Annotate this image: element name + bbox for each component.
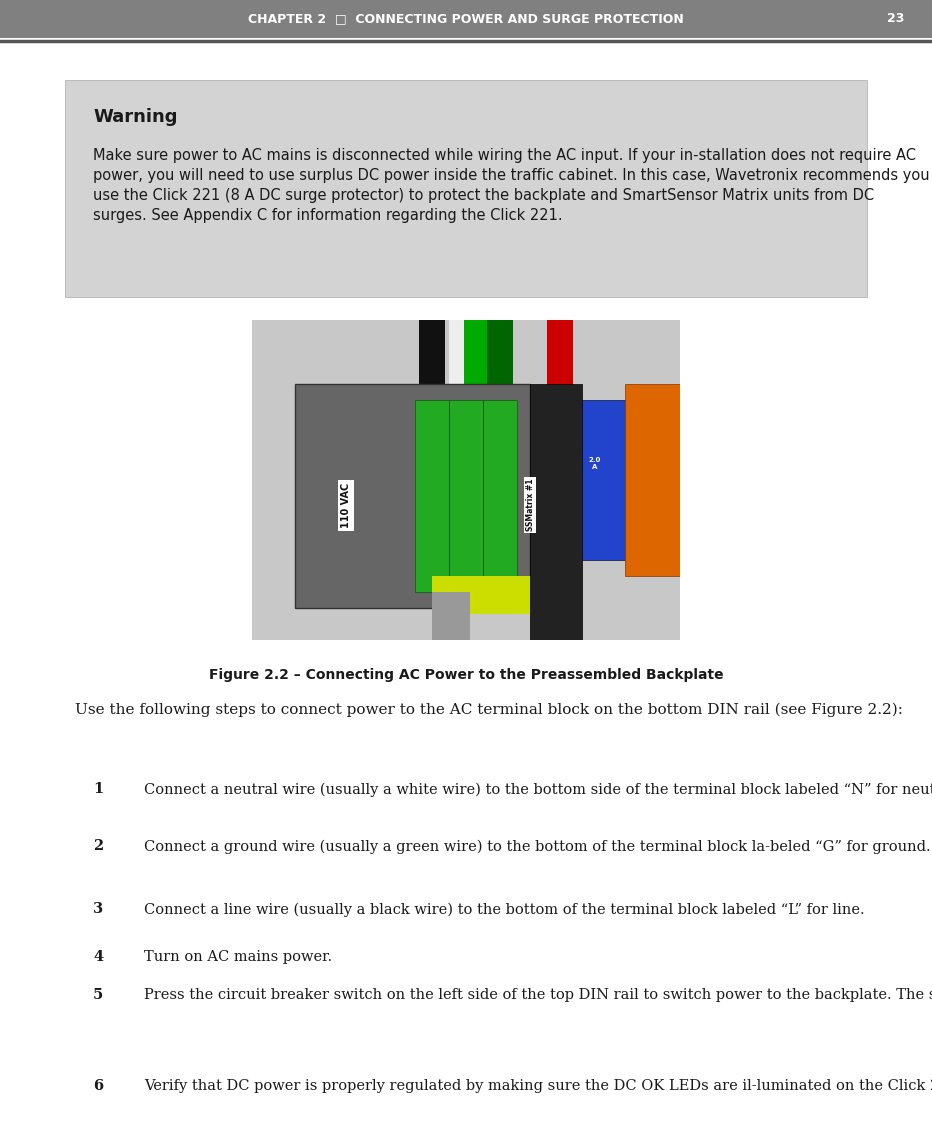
Text: Warning: Warning bbox=[93, 108, 178, 127]
Bar bbox=[415, 400, 449, 592]
Text: 6: 6 bbox=[93, 1079, 103, 1093]
Text: 4: 4 bbox=[93, 950, 103, 964]
Text: 2: 2 bbox=[93, 839, 103, 853]
Text: Figure 2.2 – Connecting AC Power to the Preassembled Backplate: Figure 2.2 – Connecting AC Power to the … bbox=[209, 668, 723, 682]
Text: Connect a neutral wire (usually a white wire) to the bottom side of the terminal: Connect a neutral wire (usually a white … bbox=[144, 782, 932, 797]
Bar bbox=[449, 320, 474, 416]
FancyBboxPatch shape bbox=[65, 80, 867, 297]
Bar bbox=[432, 592, 471, 640]
Text: 5: 5 bbox=[93, 988, 103, 1002]
Bar bbox=[624, 384, 680, 576]
Text: 3: 3 bbox=[93, 902, 103, 916]
Bar bbox=[565, 400, 624, 560]
Text: Connect a ground wire (usually a green wire) to the bottom of the terminal block: Connect a ground wire (usually a green w… bbox=[144, 839, 932, 854]
Text: Make sure power to AC mains is disconnected while wiring the AC input. If your i: Make sure power to AC mains is disconnec… bbox=[93, 148, 930, 223]
Bar bbox=[432, 576, 535, 614]
Text: 23: 23 bbox=[886, 13, 904, 25]
Bar bbox=[295, 384, 530, 608]
Text: CHAPTER 2  □  CONNECTING POWER AND SURGE PROTECTION: CHAPTER 2 □ CONNECTING POWER AND SURGE P… bbox=[248, 13, 684, 25]
Text: Press the circuit breaker switch on the left side of the top DIN rail to switch : Press the circuit breaker switch on the … bbox=[144, 988, 932, 1002]
Text: 2.0
A: 2.0 A bbox=[588, 457, 601, 471]
Text: 110 VAC: 110 VAC bbox=[341, 483, 351, 528]
Text: Connect a line wire (usually a black wire) to the bottom of the terminal block l: Connect a line wire (usually a black wir… bbox=[144, 902, 865, 917]
FancyBboxPatch shape bbox=[0, 0, 932, 38]
Bar bbox=[487, 320, 514, 416]
Text: Use the following steps to connect power to the AC terminal block on the bottom : Use the following steps to connect power… bbox=[75, 702, 902, 717]
Text: 1: 1 bbox=[93, 782, 103, 796]
Bar bbox=[530, 384, 582, 640]
Bar bbox=[418, 320, 445, 416]
Bar bbox=[464, 320, 494, 416]
Bar bbox=[547, 320, 573, 416]
Text: Verify that DC power is properly regulated by making sure the DC OK LEDs are il-: Verify that DC power is properly regulat… bbox=[144, 1079, 932, 1093]
Text: SSMatrix #1: SSMatrix #1 bbox=[526, 478, 535, 531]
Bar bbox=[449, 400, 483, 592]
Bar bbox=[483, 400, 517, 592]
Text: Turn on AC mains power.: Turn on AC mains power. bbox=[144, 950, 333, 964]
